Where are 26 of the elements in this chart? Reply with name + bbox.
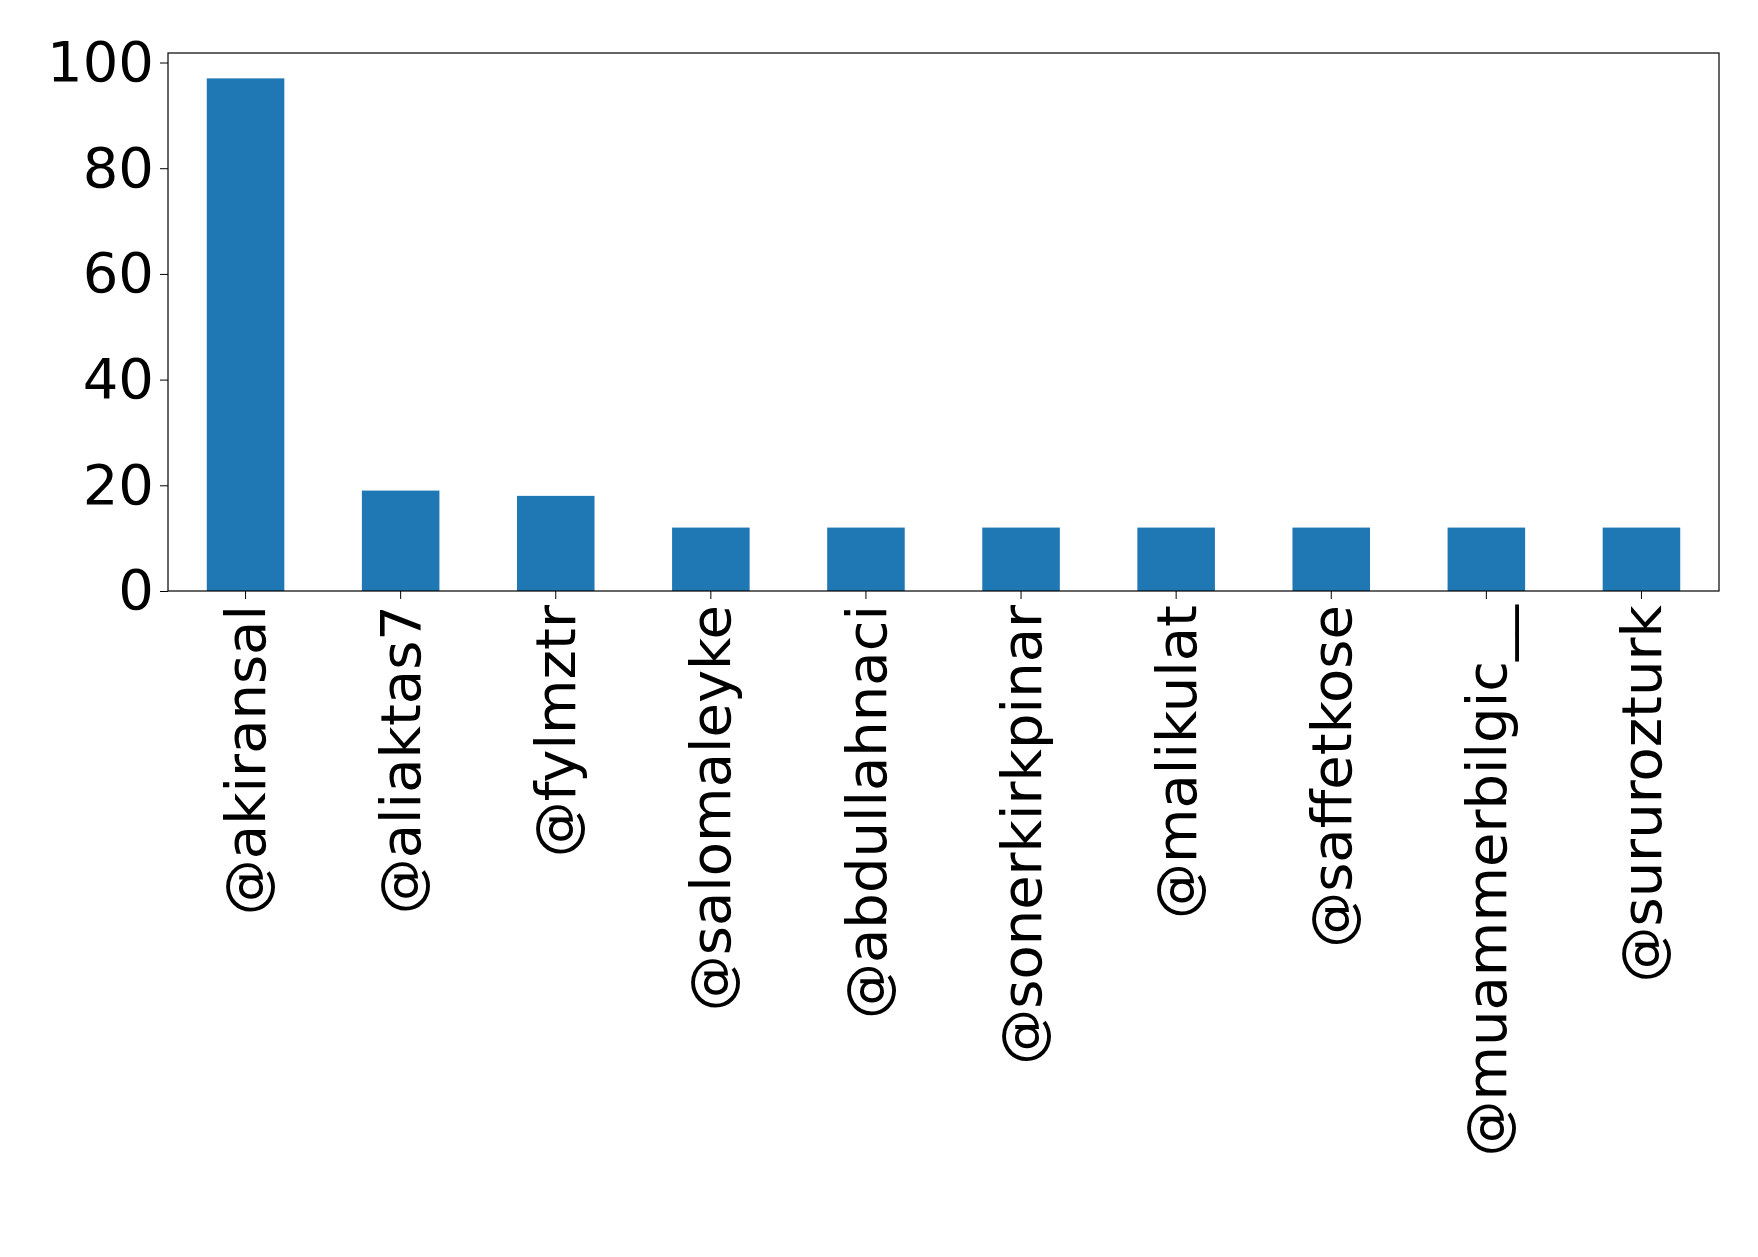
x-tick-label: @akiransal xyxy=(213,605,279,916)
bar xyxy=(672,527,750,591)
bar xyxy=(361,490,440,591)
bar xyxy=(827,527,905,591)
x-tick-label: @aliaktas7 xyxy=(368,605,434,915)
bar xyxy=(982,527,1060,591)
bar xyxy=(1137,527,1215,591)
y-tick-label: 100 xyxy=(47,28,154,94)
y-tick-label: 60 xyxy=(82,240,154,306)
y-tick-label: 20 xyxy=(82,451,154,517)
y-tick-label: 80 xyxy=(82,134,154,200)
bar xyxy=(1602,527,1681,591)
x-tick-label: @sururozturk xyxy=(1609,604,1675,983)
y-tick-label: 40 xyxy=(82,346,154,412)
x-tick-label: @fylmztr xyxy=(523,604,589,858)
bar xyxy=(1292,527,1371,591)
x-tick-label: @sonerkirkpinar xyxy=(988,604,1054,1065)
y-tick-label: 0 xyxy=(118,557,154,623)
x-tick-label: @muammerbilgic__ xyxy=(1453,604,1519,1157)
x-tick-label: @salomaleyke xyxy=(678,605,744,1012)
bar xyxy=(206,78,285,591)
x-tick-label: @malikulat xyxy=(1143,605,1209,920)
bar xyxy=(1447,527,1526,591)
bar xyxy=(516,495,595,591)
x-tick-label: @abdullahnaci xyxy=(833,605,899,1019)
x-tick-label: @saffetkose xyxy=(1298,605,1364,948)
